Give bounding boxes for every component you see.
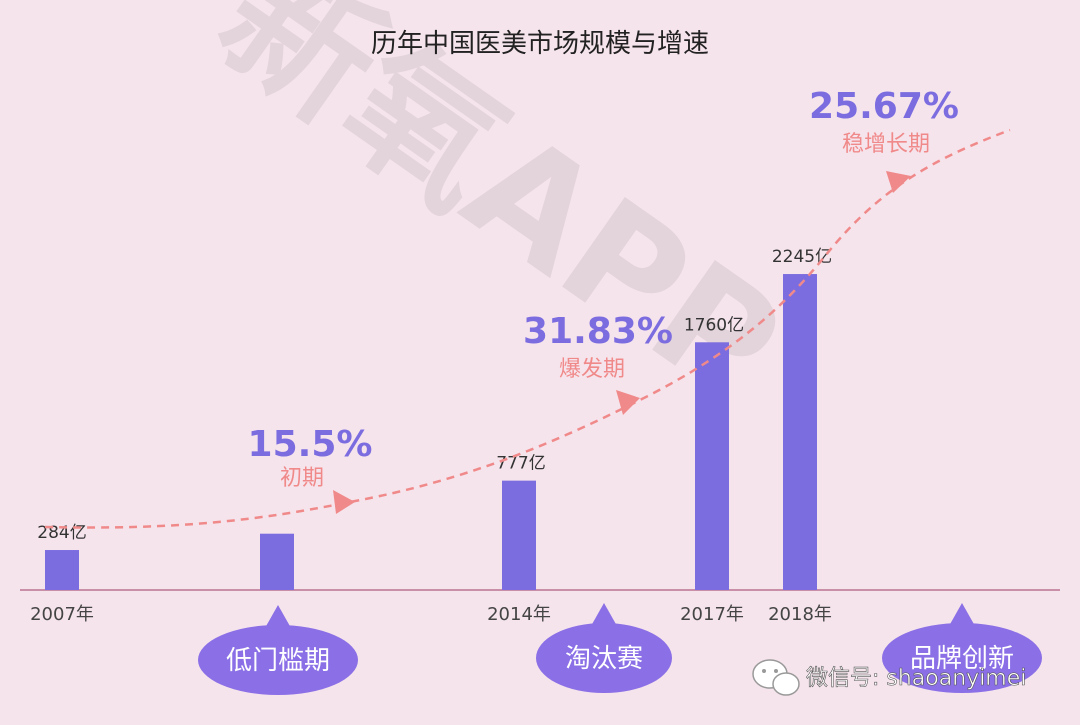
trend-arrow-2 xyxy=(616,390,640,415)
trend-arrows xyxy=(333,171,911,514)
x-tick-label-5: 2018年 xyxy=(768,604,832,625)
stage-label-2: 淘汰赛 xyxy=(565,644,643,674)
bar-3 xyxy=(502,480,536,590)
chart-title: 历年中国医美市场规模与增速 xyxy=(371,29,709,59)
stage-label-1: 低门槛期 xyxy=(226,646,330,676)
phase-rate-1: 15.5% xyxy=(248,424,373,465)
x-tick-label-1: 2007年 xyxy=(30,604,94,625)
phase-name-3: 稳增长期 xyxy=(842,132,930,157)
stage-bubble-2: 淘汰赛 xyxy=(536,603,672,693)
stage-bubble-3: 品牌创新 xyxy=(882,603,1042,693)
bar-label-5: 2245亿 xyxy=(772,247,832,267)
stage-bubbles: 低门槛期 淘汰赛 品牌创新 xyxy=(198,603,1042,695)
wechat-badge: 微信号: shaoanyimei xyxy=(752,659,1027,696)
stage-bubble-1: 低门槛期 xyxy=(198,605,358,695)
bar-label-4: 1760亿 xyxy=(684,315,744,335)
x-tick-label-4: 2017年 xyxy=(680,604,744,625)
bar-1 xyxy=(45,550,79,590)
bar-label-1: 284亿 xyxy=(37,523,86,543)
phase-name-2: 爆发期 xyxy=(559,357,625,382)
trend-arrow-3 xyxy=(886,171,911,193)
phase-rate-2: 31.83% xyxy=(523,311,673,352)
phase-name-1: 初期 xyxy=(280,466,324,491)
bar-2 xyxy=(260,533,294,590)
trend-line xyxy=(44,128,1011,529)
bar-labels: 284亿 777亿 1760亿 2245亿 xyxy=(37,247,832,543)
x-ticks: 2007年 2014年 2017年 2018年 xyxy=(30,604,832,625)
phase-rate-3: 25.67% xyxy=(809,86,959,127)
stage-label-3: 品牌创新 xyxy=(910,644,1014,674)
bar-5 xyxy=(783,274,817,590)
bars xyxy=(45,274,817,590)
wechat-icon xyxy=(752,659,800,696)
phase-labels: 15.5% 初期 31.83% 爆发期 25.67% 稳增长期 xyxy=(248,86,959,491)
x-tick-label-3: 2014年 xyxy=(487,604,551,625)
bar-4 xyxy=(695,342,729,590)
bar-label-3: 777亿 xyxy=(496,454,545,474)
wechat-label: 微信号: shaoanyimei xyxy=(806,666,1026,691)
trend-arrow-1 xyxy=(333,490,355,514)
